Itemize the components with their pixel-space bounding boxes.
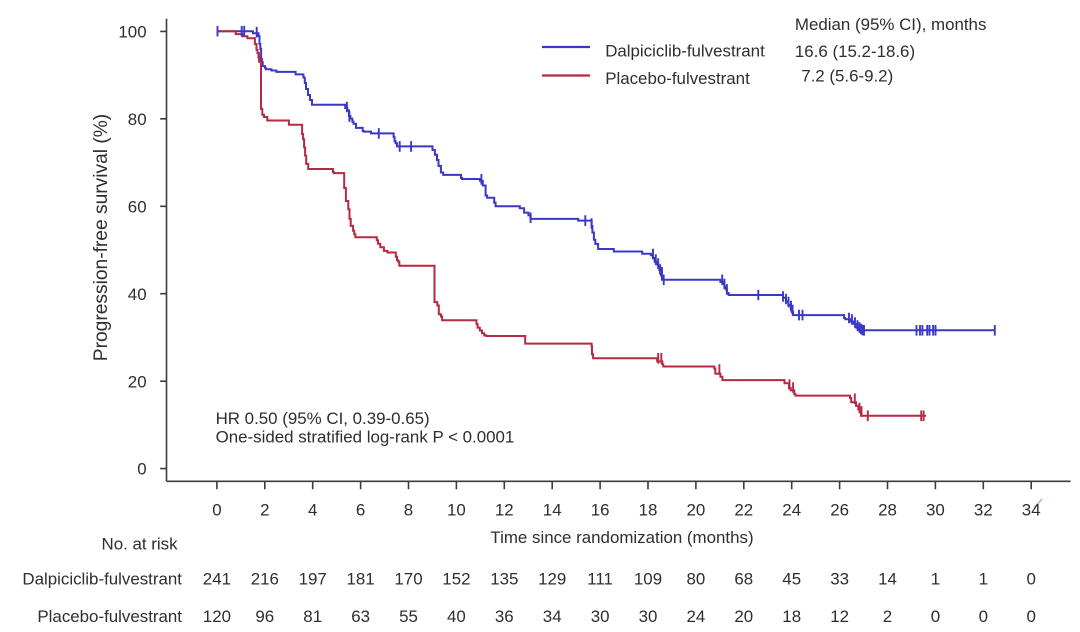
svg-text:241: 241 bbox=[203, 569, 231, 588]
svg-text:2: 2 bbox=[260, 501, 269, 520]
svg-text:Median (95% CI), months: Median (95% CI), months bbox=[795, 15, 987, 34]
svg-text:40: 40 bbox=[128, 285, 147, 304]
svg-text:8: 8 bbox=[404, 501, 413, 520]
svg-text:16.6 (15.2-18.6): 16.6 (15.2-18.6) bbox=[795, 42, 915, 61]
svg-text:129: 129 bbox=[538, 569, 566, 588]
svg-text:24: 24 bbox=[687, 607, 706, 626]
svg-text:24: 24 bbox=[782, 501, 801, 520]
svg-text:60: 60 bbox=[128, 197, 147, 216]
svg-text:55: 55 bbox=[399, 607, 418, 626]
svg-text:81: 81 bbox=[303, 607, 322, 626]
svg-text:HR 0.50 (95% CI, 0.39-0.65): HR 0.50 (95% CI, 0.39-0.65) bbox=[216, 409, 430, 428]
svg-text:28: 28 bbox=[878, 501, 897, 520]
svg-text:63: 63 bbox=[351, 607, 370, 626]
svg-text:10: 10 bbox=[447, 501, 466, 520]
svg-text:Placebo-fulvestrant: Placebo-fulvestrant bbox=[37, 607, 182, 626]
svg-text:197: 197 bbox=[299, 569, 327, 588]
svg-text:No. at risk: No. at risk bbox=[102, 535, 179, 554]
svg-text:45: 45 bbox=[782, 569, 801, 588]
svg-text:96: 96 bbox=[255, 607, 274, 626]
svg-text:2: 2 bbox=[883, 607, 892, 626]
svg-text:30: 30 bbox=[639, 607, 658, 626]
svg-text:30: 30 bbox=[591, 607, 610, 626]
svg-text:1: 1 bbox=[979, 569, 988, 588]
svg-text:80: 80 bbox=[687, 569, 706, 588]
svg-text:0: 0 bbox=[1026, 569, 1035, 588]
svg-text:Dalpiciclib-fulvestrant: Dalpiciclib-fulvestrant bbox=[605, 42, 765, 61]
svg-text:0: 0 bbox=[137, 460, 146, 479]
svg-text:14: 14 bbox=[543, 501, 562, 520]
svg-text:0: 0 bbox=[1026, 607, 1035, 626]
svg-text:18: 18 bbox=[639, 501, 658, 520]
svg-text:20: 20 bbox=[687, 501, 706, 520]
svg-text:216: 216 bbox=[251, 569, 279, 588]
svg-text:181: 181 bbox=[347, 569, 375, 588]
svg-text:0: 0 bbox=[979, 607, 988, 626]
svg-text:16: 16 bbox=[591, 501, 610, 520]
svg-text:0: 0 bbox=[931, 607, 940, 626]
svg-text:Progression-free survival (%): Progression-free survival (%) bbox=[91, 114, 112, 361]
svg-text:34: 34 bbox=[543, 607, 562, 626]
svg-text:40: 40 bbox=[447, 607, 466, 626]
svg-text:135: 135 bbox=[490, 569, 518, 588]
svg-text:12: 12 bbox=[830, 607, 849, 626]
svg-text:36: 36 bbox=[495, 607, 514, 626]
svg-text:152: 152 bbox=[442, 569, 470, 588]
svg-text:Time since randomization (mont: Time since randomization (months) bbox=[490, 528, 753, 547]
svg-text:12: 12 bbox=[495, 501, 514, 520]
svg-text:22: 22 bbox=[734, 501, 753, 520]
svg-text:109: 109 bbox=[634, 569, 662, 588]
svg-text:0: 0 bbox=[212, 501, 221, 520]
svg-text:Placebo-fulvestrant: Placebo-fulvestrant bbox=[605, 69, 750, 88]
svg-text:20: 20 bbox=[128, 372, 147, 391]
svg-text:20: 20 bbox=[734, 607, 753, 626]
svg-text:68: 68 bbox=[734, 569, 753, 588]
svg-text:33: 33 bbox=[830, 569, 849, 588]
svg-text:100: 100 bbox=[118, 23, 146, 42]
svg-text:7.2 (5.6-9.2): 7.2 (5.6-9.2) bbox=[801, 67, 893, 86]
svg-text:6: 6 bbox=[356, 501, 365, 520]
svg-text:18: 18 bbox=[782, 607, 801, 626]
svg-text:One-sided stratified log-rank: One-sided stratified log-rank P < 0.0001 bbox=[216, 427, 515, 446]
svg-text:34: 34 bbox=[1022, 501, 1041, 520]
svg-text:Dalpiciclib-fulvestrant: Dalpiciclib-fulvestrant bbox=[22, 569, 182, 588]
svg-text:4: 4 bbox=[308, 501, 317, 520]
svg-text:170: 170 bbox=[394, 569, 422, 588]
svg-text:26: 26 bbox=[830, 501, 849, 520]
svg-text:120: 120 bbox=[203, 607, 231, 626]
svg-text:1: 1 bbox=[931, 569, 940, 588]
svg-text:30: 30 bbox=[926, 501, 945, 520]
svg-text:32: 32 bbox=[974, 501, 993, 520]
svg-text:14: 14 bbox=[878, 569, 897, 588]
svg-text:80: 80 bbox=[128, 110, 147, 129]
svg-text:111: 111 bbox=[587, 569, 613, 588]
